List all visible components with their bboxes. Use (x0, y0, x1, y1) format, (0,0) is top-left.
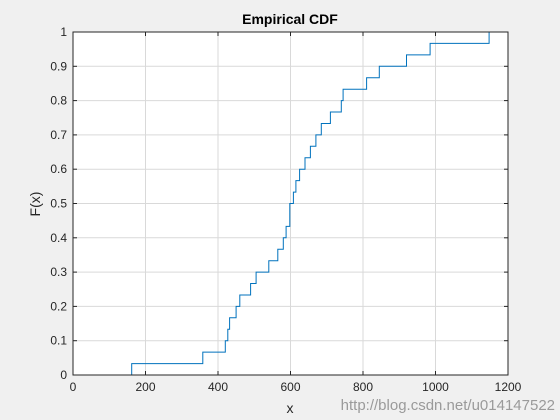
y-tick-label: 0.1 (50, 334, 67, 348)
y-tick-label: 0.9 (50, 59, 67, 73)
x-axis-label: x (287, 400, 294, 416)
x-tick-label: 400 (208, 380, 228, 394)
x-tick-label: 200 (135, 380, 155, 394)
x-tick-label: 600 (280, 380, 300, 394)
y-tick-label: 1 (60, 25, 67, 39)
y-axis-label: F(x) (27, 192, 43, 217)
x-tick-label: 1200 (495, 380, 522, 394)
y-tick-label: 0.7 (50, 128, 67, 142)
y-tick-label: 0.6 (50, 162, 67, 176)
x-tick-labels: 0 200 400 600 800 1000 1200 (70, 380, 522, 394)
y-tick-label: 0.5 (50, 197, 67, 211)
ecdf-step-line (131, 31, 492, 375)
x-tick-label: 1000 (422, 380, 449, 394)
tick-marks (72, 31, 509, 376)
y-tick-label: 0.2 (50, 299, 67, 313)
chart-title: Empirical CDF (242, 11, 338, 27)
y-tick-label: 0.3 (50, 265, 67, 279)
y-tick-labels: 0 0.1 0.2 0.3 0.4 0.5 0.6 0.7 0.8 0.9 1 (50, 25, 67, 382)
y-tick-label: 0 (60, 368, 67, 382)
y-tick-label: 0.4 (50, 231, 67, 245)
x-tick-label: 800 (353, 380, 373, 394)
watermark-text: http://blog.csdn.net/u014147522 (341, 397, 555, 414)
y-tick-label: 0.8 (50, 94, 67, 108)
x-tick-label: 0 (70, 380, 77, 394)
